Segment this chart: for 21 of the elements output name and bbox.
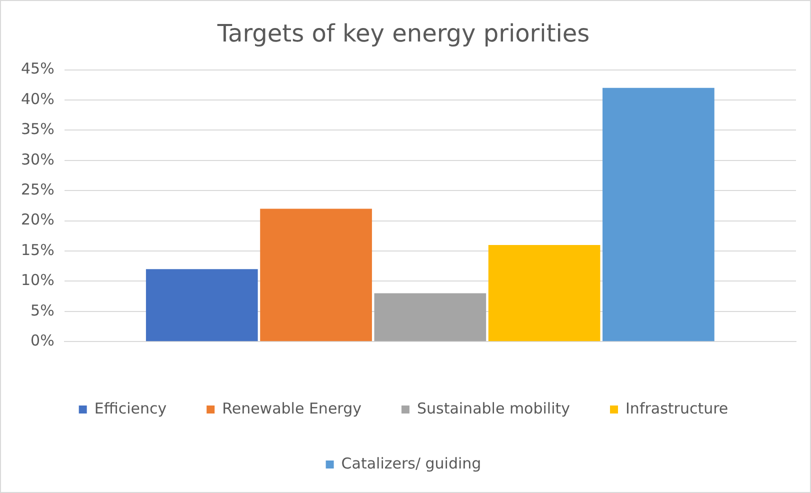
y-tick-label: 15% [20,240,54,259]
y-tick-label: 5% [30,301,54,320]
y-tick-label: 0% [30,331,54,350]
y-tick-label: 40% [20,90,54,108]
bar [488,244,600,342]
legend-label: Sustainable mobility [416,399,570,418]
legend-label: Efficiency [94,399,167,418]
y-tick-label: 20% [20,210,54,229]
legend-label: Renewable Energy [222,399,362,418]
chart-title: Targets of key energy priorities [216,20,590,48]
bar [602,88,714,342]
y-tick-label: 45% [20,60,54,78]
y-tick-label: 30% [20,150,54,168]
legend-label: Catalizers/ guiding [341,454,482,472]
legend-label: Infrastructure [626,399,728,418]
bar [260,208,372,342]
y-tick-label: 25% [20,180,54,198]
y-tick-label: 35% [20,120,54,138]
y-tick-label: 10% [20,271,54,290]
bar [374,293,486,342]
bar [146,269,258,342]
